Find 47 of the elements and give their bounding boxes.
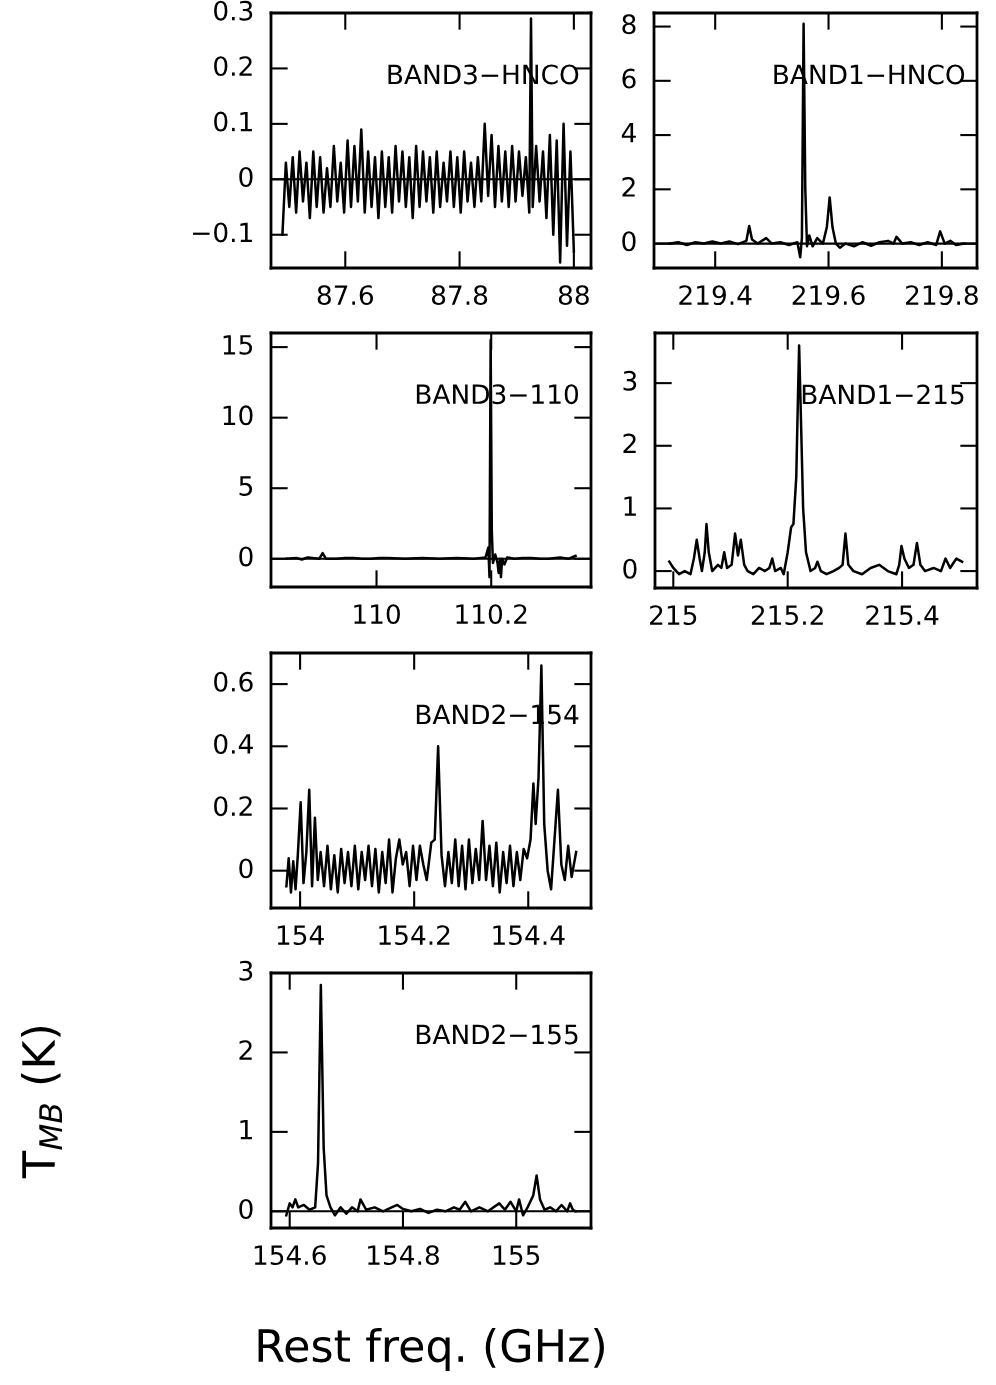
x-axis-title: Rest freq. (GHz) [258, 1328, 604, 1372]
x-tick-label: 154.6 [254, 1245, 326, 1266]
y-tick-label: 5 [239, 476, 253, 496]
x-tick-label: 110.2 [456, 604, 527, 625]
y-tick-label: 15 [223, 335, 253, 355]
x-tick-label: 110 [354, 604, 400, 625]
y-tick-label: 4 [621, 123, 636, 143]
x-tick-label: 154.8 [368, 1245, 439, 1266]
y-tick-label: 0 [239, 1199, 253, 1219]
x-tick-label: 154.4 [493, 925, 565, 946]
x-tick-label: 219.8 [906, 285, 978, 306]
x-tick-label: 87.8 [431, 285, 488, 306]
text: BAND1−215 [802, 384, 964, 405]
y-tick-label: 0.6 [214, 671, 253, 692]
x-tick-label: 154.2 [379, 925, 450, 946]
text: BAND2−155 [416, 1024, 578, 1045]
y-tick-label: 0.4 [214, 733, 253, 754]
x-tick-label: 155 [493, 1245, 540, 1266]
x-tick-label: 215 [650, 605, 697, 626]
x-tick-label: 215.2 [751, 605, 823, 626]
x-tick-label: 219.6 [792, 285, 865, 306]
y-tick-label: 2 [623, 433, 636, 454]
x-tick-label: 154 [277, 925, 324, 946]
y-tick-label: 0 [239, 546, 253, 567]
y-tick-label: 0 [239, 858, 253, 879]
y-tick-label: 3 [623, 370, 637, 391]
y-tick-label: 10 [223, 405, 253, 426]
y-tick-label: 0.2 [214, 56, 252, 77]
y-tick-label: −0.1 [193, 222, 252, 243]
y-tick-label: 0.2 [214, 796, 252, 817]
y-tick-label: 0 [623, 558, 637, 579]
y-tick-label: 0 [622, 231, 636, 252]
y-tick-label: 2 [239, 1040, 252, 1060]
y-tick-label: 0 [239, 167, 253, 187]
y-tick-label: 6 [622, 68, 636, 89]
x-tick-label: 87.6 [317, 285, 373, 306]
y-tick-label: 8 [622, 14, 636, 35]
y-tick-label: 0.1 [214, 111, 252, 132]
x-tick-label: 215.4 [866, 605, 939, 626]
y-tick-label: 1 [240, 1119, 252, 1140]
x-tick-label: 219.4 [679, 285, 752, 306]
y-tick-label: 1 [624, 496, 636, 516]
y-tick-label: 0.3 [214, 0, 253, 21]
y-axis-title: T$_{MB}$ (K) [20, 1026, 62, 1179]
y-tick-label: 3 [239, 960, 253, 981]
x-tick-label: 88 [558, 285, 589, 306]
y-tick-label: 2 [622, 177, 635, 197]
